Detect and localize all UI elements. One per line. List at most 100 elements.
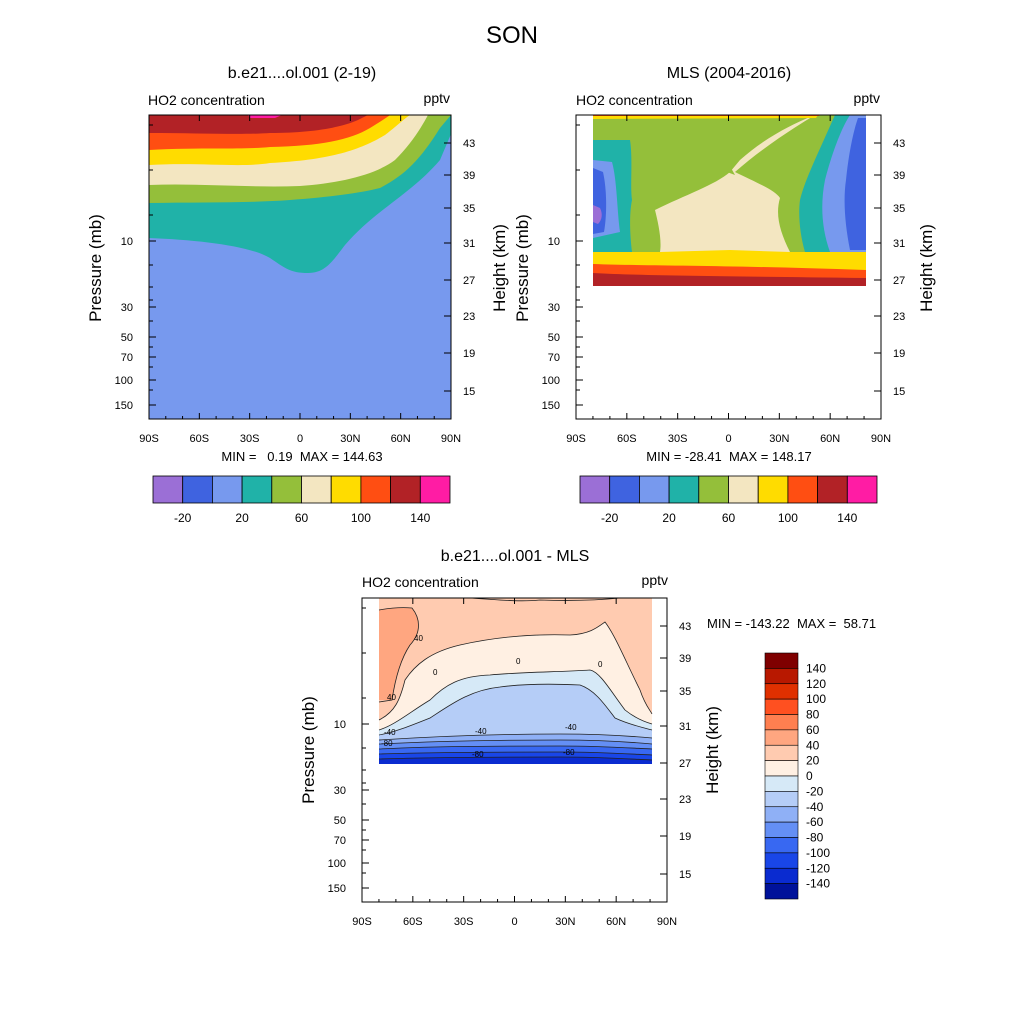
y-right-tick-label: 19 [893,348,905,360]
y-right-tick-label: 31 [679,721,691,733]
band-green-spot [727,168,735,175]
colorbar-swatch [764,683,799,700]
colorbar-swatch [764,883,799,900]
x-tick-label: 60N [820,433,840,445]
x-tick-label: 30S [454,916,474,928]
colorbar-swatch [764,791,799,808]
colorbar-label: 20 [662,511,676,525]
contour-label: -40 [475,727,487,736]
y-tick-label: 70 [334,835,346,847]
y-axis-label: Pressure (mb) [86,214,105,322]
colorbar-label: 100 [806,692,826,706]
y-tick-label: 150 [328,883,346,895]
contour-field [149,115,451,419]
y-axis-label-right: Height (km) [490,224,509,312]
colorbar-swatch [764,852,799,869]
y-right-tick-label: 31 [463,238,475,250]
y-tick-label: 150 [115,400,133,412]
colorbar-swatch [152,475,184,504]
y-right-tick-label: 19 [679,831,691,843]
colorbar-swatch [360,475,391,504]
y-right-tick-label: 19 [463,348,475,360]
colorbar-label: 100 [778,511,798,525]
colorbar-swatch [787,475,819,504]
panel-title: b.e21....ol.001 - MLS [441,548,590,565]
band-darkred [149,115,368,134]
colorbar-swatch [609,475,640,504]
colorbar-label: -120 [806,861,830,875]
y-right-tick-label: 27 [893,275,905,287]
y-right-tick-label: 39 [463,170,475,182]
y-right-tick-label: 39 [679,653,691,665]
x-tick-label: 30N [769,433,789,445]
colorbar-label: 140 [410,511,430,525]
colorbar-swatch [764,698,799,715]
colorbar-label: -80 [806,831,824,845]
colorbar-label: 20 [806,754,820,768]
y-tick-label: 70 [121,352,133,364]
x-tick-label: 30N [340,433,360,445]
x-tick-label: 30S [240,433,260,445]
y-tick-label: 10 [334,719,346,731]
y-right-tick-label: 35 [893,203,905,215]
y-right-tick-label: 15 [463,386,475,398]
colorbar-swatch [764,867,799,884]
y-axis-label: Pressure (mb) [513,214,532,322]
colorbar-label: 40 [806,738,820,752]
y-axis-label-right: Height (km) [917,224,936,312]
y-tick-label: 150 [542,400,560,412]
y-tick-label: 30 [334,785,346,797]
band-magenta [248,115,282,118]
colorbar-swatch [764,714,799,731]
colorbar-swatch [668,475,700,504]
colorbar-swatch [330,475,362,504]
contour-label: -40 [384,728,396,737]
colorbar-swatch [764,744,799,761]
axes: 90S 60S 30S 0 30N 60N 90N103050701001504339353… [115,115,475,445]
y-right-tick-label: 43 [893,138,905,150]
x-tick-label: 60S [617,433,637,445]
colorbar-swatch [764,775,799,792]
colorbar-label: -20 [601,511,619,525]
x-tick-label: 90N [871,433,891,445]
colorbar-label: 140 [837,511,857,525]
colorbar-label: 120 [806,677,826,691]
colorbar: -20 20 60 100 140 [152,475,451,525]
colorbar-swatch [764,668,799,685]
y-right-tick-label: 27 [679,758,691,770]
colorbar-swatch [764,729,799,746]
contour-label: -40 [565,723,577,732]
axes: 90S 60S 30S 0 30N 60N 90N103050701001504339353… [328,598,691,928]
x-tick-label: 0 [511,916,517,928]
x-tick-label: 90N [441,433,461,445]
band-blue-right [844,118,866,250]
y-right-tick-label: 23 [893,311,905,323]
y-tick-label: 100 [542,375,560,387]
colorbar-swatch [698,475,729,504]
colorbar-swatch [211,475,243,504]
y-tick-label: 100 [115,375,133,387]
colorbar-swatch [764,806,799,823]
panel-title: MLS (2004-2016) [667,65,792,82]
panel-obs: MLS (2004-2016) HO2 concentration pptv 9… [513,65,936,525]
y-right-tick-label: 27 [463,275,475,287]
band-salmon [379,607,419,700]
colorbar-swatch [757,475,789,504]
colorbar-label: 60 [722,511,736,525]
units-label: pptv [642,572,668,588]
y-right-tick-label: 35 [463,203,475,215]
contour-labels: 40 40 0 0 0 -40 -40 -40 -80 -80 -80 [381,634,603,759]
colorbar-swatch [764,760,799,777]
y-right-tick-label: 15 [679,869,691,881]
x-tick-label: 90S [139,433,159,445]
contour-lines [378,597,653,761]
colorbar-swatch [764,652,799,669]
y-tick-label: 50 [334,815,346,827]
contour-label: 40 [387,693,396,702]
x-tick-label: 60S [403,916,423,928]
band-purple [593,205,602,224]
colorbar-label: -40 [806,800,824,814]
y-tick-label: 50 [548,332,560,344]
